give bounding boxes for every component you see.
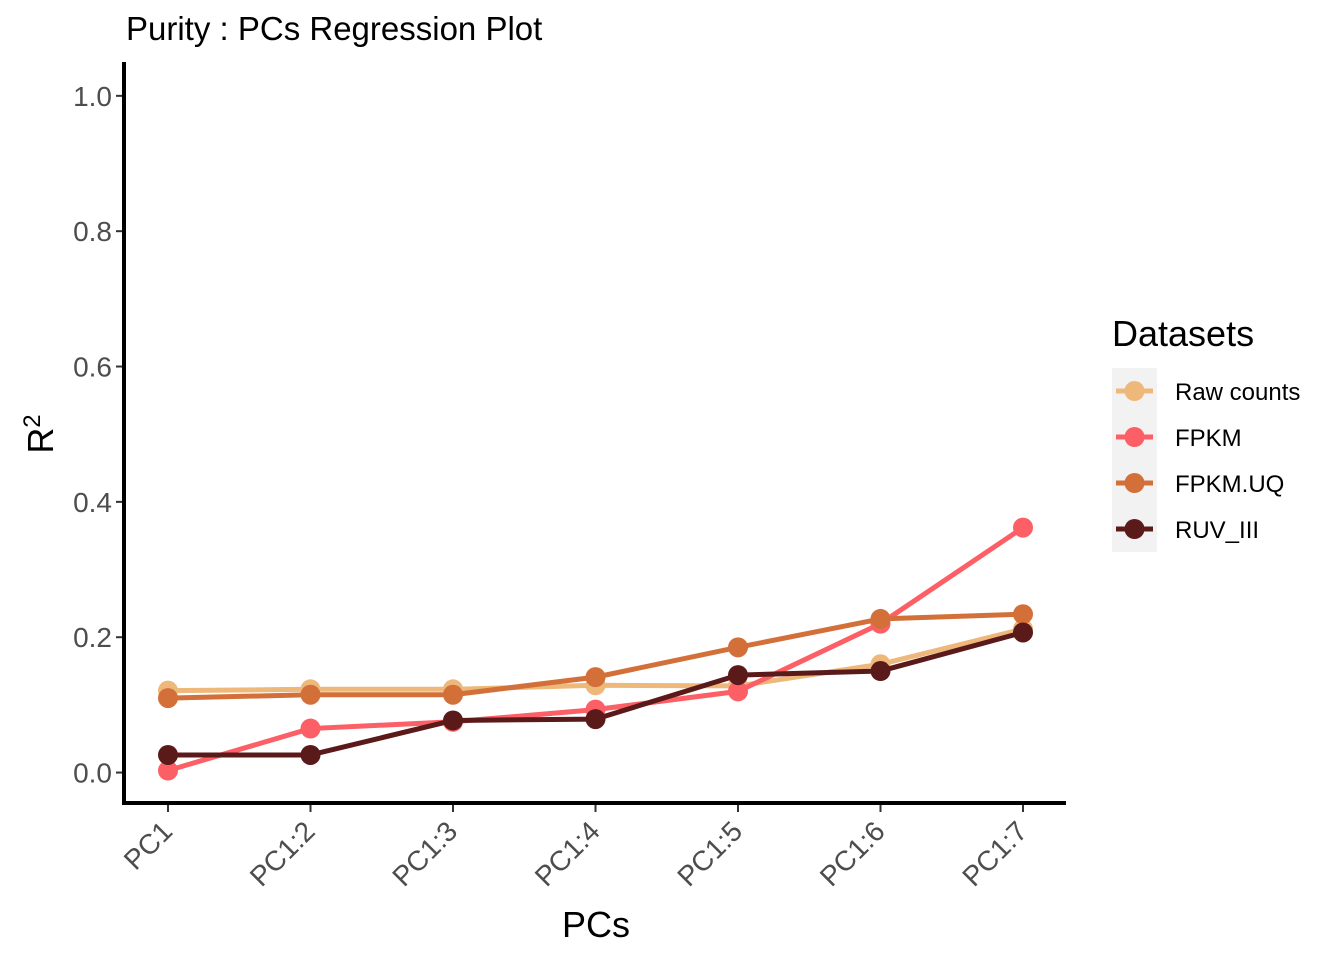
series-fpkm — [158, 517, 1033, 781]
data-point — [300, 744, 321, 765]
plot-area — [158, 517, 1033, 781]
y-tick-label: 0.2 — [73, 622, 112, 653]
data-point — [1013, 622, 1033, 643]
legend-label: FPKM.UQ — [1175, 471, 1284, 498]
x-tick-label: PC1:4 — [529, 815, 606, 892]
series-line — [167, 525, 1025, 773]
data-point — [158, 760, 178, 781]
legend-key-point — [1124, 427, 1145, 447]
x-tick-label: PC1:2 — [244, 815, 321, 892]
x-axis: PC1 PC1:2 PC1:3 PC1:4 PC1:5 PC1:6 PC1:7 — [118, 801, 1066, 892]
data-point — [443, 684, 463, 705]
legend-key-point — [1124, 381, 1145, 401]
legend-title: Datasets — [1112, 313, 1254, 354]
data-point — [870, 608, 891, 629]
y-tick-label: 1.0 — [73, 81, 112, 112]
y-tick-label: 0.4 — [73, 487, 112, 518]
data-point — [728, 637, 748, 658]
y-axis-title: R2 — [19, 414, 61, 453]
y-axis-title-superscript: 2 — [19, 414, 46, 427]
data-point — [870, 661, 891, 682]
x-tick-label: PC1 — [118, 815, 178, 875]
legend-label: FPKM — [1175, 425, 1242, 452]
data-point — [728, 681, 748, 702]
data-point — [728, 665, 748, 686]
x-tick-label: PC1:5 — [671, 815, 748, 892]
series-raw-counts — [158, 619, 1033, 701]
y-tick-label: 0.0 — [73, 758, 112, 789]
series-ruv-iii — [158, 622, 1033, 765]
data-point — [158, 688, 178, 709]
chart-title: Purity : PCs Regression Plot — [126, 10, 542, 47]
data-point — [158, 744, 178, 765]
data-point — [300, 684, 321, 705]
y-tick-label: 0.6 — [73, 352, 112, 383]
data-point — [300, 718, 321, 739]
y-axis: 0.0 0.2 0.4 0.6 0.8 1.0 — [73, 62, 126, 805]
data-point — [1013, 517, 1033, 538]
x-tick-label: PC1:7 — [956, 815, 1033, 892]
x-tick-label: PC1:6 — [814, 815, 891, 892]
y-tick-label: 0.8 — [73, 216, 112, 247]
data-point — [1013, 604, 1033, 625]
legend-label: Raw counts — [1175, 379, 1300, 406]
series-fpkm-uq — [158, 604, 1033, 709]
legend-items: Raw counts FPKM FPKM.UQ RUV_III — [1116, 379, 1300, 544]
legend-label: RUV_III — [1175, 517, 1259, 544]
legend-key-point — [1124, 473, 1145, 493]
y-axis-title-text: R — [20, 428, 61, 454]
legend: Datasets Raw counts FPKM FPKM.UQ RUV_III — [1112, 313, 1300, 552]
data-point — [443, 710, 463, 731]
x-tick-label: PC1:3 — [386, 815, 463, 892]
data-point — [585, 709, 606, 730]
data-point — [585, 667, 606, 688]
x-axis-title: PCs — [562, 904, 630, 945]
legend-key-point — [1124, 519, 1145, 539]
